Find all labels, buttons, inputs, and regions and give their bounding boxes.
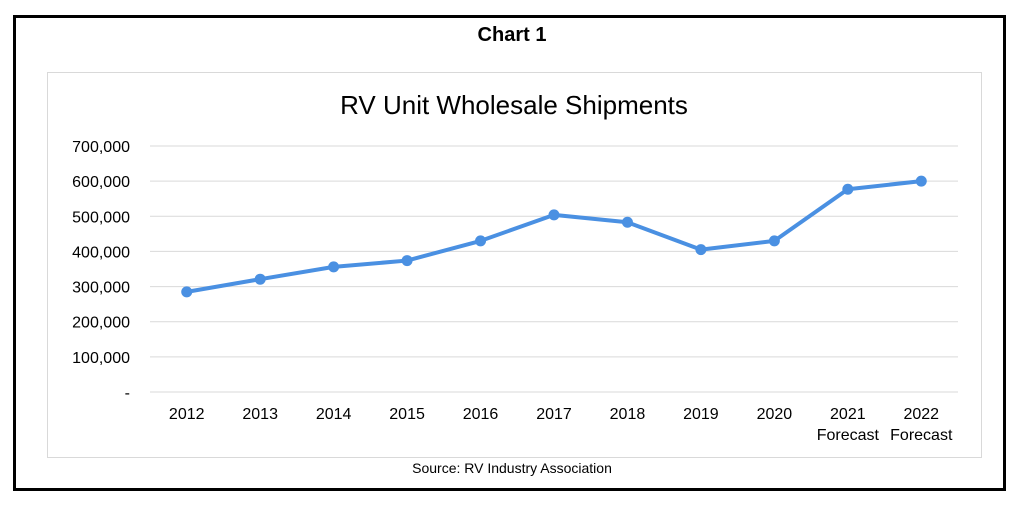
y-axis-ticks: - 100,000 200,000 300,000 400,000 500,000 600,… <box>72 139 130 402</box>
y-tick-label: 600,000 <box>72 174 130 191</box>
data-point <box>915 175 927 187</box>
y-tick-label: - <box>125 385 130 402</box>
chart-title: RV Unit Wholesale Shipments <box>340 90 688 120</box>
source-note: Source: RV Industry Association <box>412 460 612 476</box>
data-point <box>768 235 780 247</box>
y-tick-label: 200,000 <box>72 315 130 332</box>
x-tick-sublabel: Forecast <box>817 427 880 444</box>
x-tick-label: 2012 <box>169 406 205 423</box>
data-point <box>475 235 487 247</box>
x-tick-label: 2015 <box>389 406 425 423</box>
x-tick-label: 2018 <box>610 406 646 423</box>
gridlines <box>150 145 958 393</box>
chart-label: Chart 1 <box>477 24 547 46</box>
x-tick-label: 2020 <box>757 406 793 423</box>
y-tick-label: 300,000 <box>72 280 130 297</box>
data-point <box>695 244 707 256</box>
x-tick-label: 2013 <box>242 406 278 423</box>
data-point <box>621 216 633 228</box>
x-tick-label: 2019 <box>683 406 719 423</box>
series-line <box>184 179 924 294</box>
y-tick-label: 700,000 <box>72 139 130 156</box>
x-tick-label: 2022 <box>903 406 939 423</box>
x-tick-label: 2016 <box>463 406 499 423</box>
y-tick-label: 400,000 <box>72 244 130 261</box>
plot-area-border <box>47 72 982 458</box>
x-tick-label: 2014 <box>316 406 352 423</box>
data-point <box>328 261 340 273</box>
x-tick-label: 2017 <box>536 406 572 423</box>
data-point <box>842 183 854 195</box>
x-tick-sublabel: Forecast <box>890 427 953 444</box>
y-tick-label: 100,000 <box>72 350 130 367</box>
x-tick-label: 2021 <box>830 406 866 423</box>
data-point <box>181 286 193 298</box>
y-tick-label: 500,000 <box>72 209 130 226</box>
series-layer <box>181 175 927 298</box>
x-axis-ticks: 2012 2013 2014 2015 2016 2017 2018 2019 2020 2021… <box>169 406 953 444</box>
data-point <box>548 209 560 221</box>
data-point <box>254 273 266 285</box>
data-point <box>401 255 413 267</box>
